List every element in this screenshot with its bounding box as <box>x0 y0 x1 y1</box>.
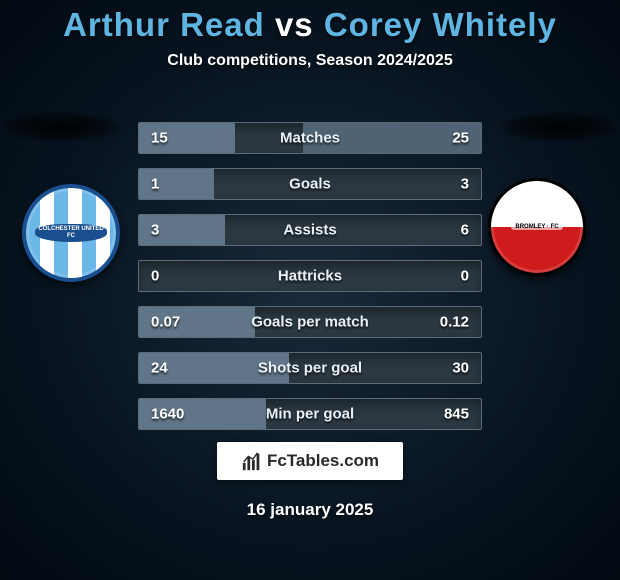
stat-row: 1640 845 Min per goal <box>138 398 482 430</box>
stat-value-left: 1 <box>151 176 159 193</box>
club-badge-right: BROMLEY · FC <box>488 178 586 276</box>
site-logo: FcTables.com <box>217 442 403 480</box>
club-badge-left: COLCHESTER UNITED FC <box>22 184 120 282</box>
chart-icon <box>241 450 263 472</box>
club-badge-left-label: COLCHESTER UNITED FC <box>35 224 107 241</box>
stat-label: Hattricks <box>278 268 342 285</box>
stat-value-right: 0.12 <box>440 314 469 331</box>
stat-label: Matches <box>280 130 340 147</box>
club-badge-right-label: BROMLEY · FC <box>511 224 562 231</box>
stat-value-left: 0 <box>151 268 159 285</box>
stat-value-right: 30 <box>452 360 469 377</box>
stat-value-right: 3 <box>461 176 469 193</box>
stat-value-right: 0 <box>461 268 469 285</box>
stat-value-right: 845 <box>444 406 469 423</box>
stat-row: 0 0 Hattricks <box>138 260 482 292</box>
stat-value-right: 25 <box>452 130 469 147</box>
stat-value-right: 6 <box>461 222 469 239</box>
shadow-right <box>500 112 618 142</box>
shadow-left <box>2 112 120 142</box>
stat-label: Goals per match <box>251 314 369 331</box>
stat-label: Shots per goal <box>258 360 362 377</box>
page-title: Arthur Read vs Corey Whitely <box>0 0 620 44</box>
stat-row: 15 25 Matches <box>138 122 482 154</box>
player2-name: Corey Whitely <box>324 6 557 43</box>
date-label: 16 january 2025 <box>247 500 374 520</box>
stat-row: 24 30 Shots per goal <box>138 352 482 384</box>
stat-value-left: 1640 <box>151 406 184 423</box>
site-logo-text: FcTables.com <box>267 451 379 471</box>
stats-container: 15 25 Matches 1 3 Goals 3 6 Assists 0 0 Hattricks 0.… <box>138 122 482 444</box>
stat-row: 1 3 Goals <box>138 168 482 200</box>
vs-label: vs <box>275 6 314 43</box>
stat-value-left: 24 <box>151 360 168 377</box>
subtitle: Club competitions, Season 2024/2025 <box>0 52 620 70</box>
stat-value-left: 3 <box>151 222 159 239</box>
stat-label: Min per goal <box>266 406 354 423</box>
stat-value-left: 15 <box>151 130 168 147</box>
player1-name: Arthur Read <box>63 6 265 43</box>
stat-label: Goals <box>289 176 331 193</box>
stat-row: 0.07 0.12 Goals per match <box>138 306 482 338</box>
stat-row: 3 6 Assists <box>138 214 482 246</box>
stat-value-left: 0.07 <box>151 314 180 331</box>
stat-label: Assists <box>283 222 336 239</box>
